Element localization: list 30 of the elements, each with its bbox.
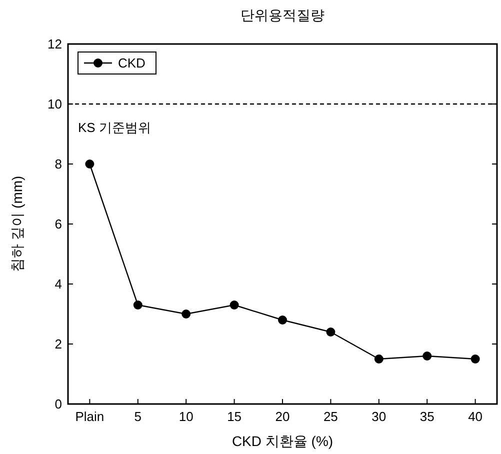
x-tick-label: 20	[275, 409, 290, 424]
point	[278, 316, 287, 324]
chart-title: 단위용적질량	[240, 7, 324, 23]
y-tick-label: 4	[54, 276, 62, 292]
y-tick-label: 8	[54, 156, 62, 172]
x-tick-label: 10	[178, 409, 194, 424]
y-tick-label: 12	[48, 36, 62, 52]
x-axis-title: CKD 치환율 (%)	[232, 433, 334, 449]
x-tick-label: 35	[420, 409, 434, 424]
y-tick-label: 2	[54, 336, 62, 352]
x-tick-label: Plain	[75, 409, 104, 424]
point	[85, 160, 94, 168]
y-tick-label: 10	[48, 96, 62, 112]
ref-line-label: KS 기준범위	[78, 120, 151, 135]
x-tick-label: 25	[323, 409, 338, 424]
y-tick-label: 0	[54, 396, 62, 412]
point	[182, 310, 191, 318]
point	[422, 352, 432, 360]
point	[470, 354, 480, 364]
point	[230, 300, 239, 310]
legend-label: CKD	[118, 56, 146, 71]
y-axis-title: 침하 깊이 (mm)	[9, 176, 25, 272]
x-tick-label: 5	[134, 409, 142, 424]
point	[133, 300, 142, 310]
x-tick-label: 30	[372, 409, 386, 424]
x-tick-label: 40	[468, 409, 483, 424]
y-tick-label: 6	[54, 216, 62, 232]
point	[326, 328, 336, 336]
x-tick-label: 15	[227, 409, 242, 424]
point	[374, 354, 384, 364]
